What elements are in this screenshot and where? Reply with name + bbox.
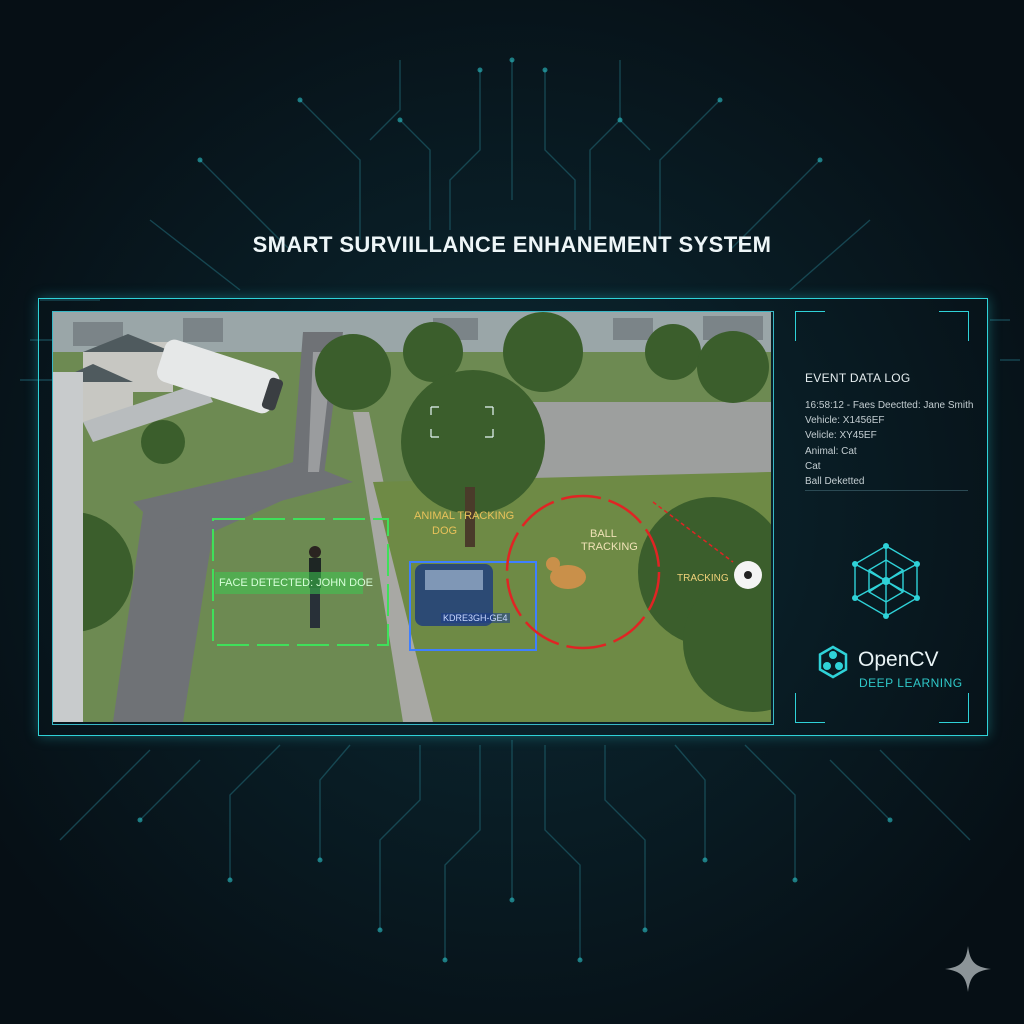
sparkle-icon: [945, 946, 991, 992]
neural-network-icon: [852, 543, 920, 619]
brand-name: OpenCV: [858, 648, 939, 671]
opencv-logo-icon: [818, 645, 848, 679]
animal-tracking-label: ANIMAL TRACKING: [414, 510, 515, 522]
page-title: SMART SURVIILLANCE ENHANEMENT SYSTEM: [252, 232, 772, 257]
ball-tracking-label-line2: TRACKING: [581, 541, 638, 553]
hud-frame: [38, 298, 988, 736]
divider: [805, 490, 968, 491]
brand-subtitle: DEEP LEARNING: [859, 676, 963, 690]
license-plate-label: KDRE3GH-GE4: [441, 613, 510, 623]
camera-feed[interactable]: [53, 312, 771, 722]
event-log-entry: Animal: Cat: [805, 445, 857, 457]
event-log-entry: 16:58:12 - Faes Deectted: Jane Smith: [805, 400, 974, 411]
ball-tracking-label-line1: BALL: [590, 528, 617, 540]
animal-type-label: DOG: [432, 525, 458, 537]
tracking-label: TRACKING: [677, 573, 729, 584]
event-log-title: EVENT DATA LOG: [805, 371, 911, 385]
event-log-entry: Vehicle: X1456EF: [805, 415, 885, 427]
face-detection-label: FACE DETECTED: JOHN DOE: [215, 572, 373, 594]
event-log-entry: Cat: [805, 460, 821, 472]
event-log-entry: Ball Deketted: [805, 475, 865, 487]
event-log-list: 16:58:12 - Faes Deectted: Jane Smith Veh…: [805, 398, 973, 489]
event-log-entry: Velicle: XY45EF: [805, 430, 877, 442]
